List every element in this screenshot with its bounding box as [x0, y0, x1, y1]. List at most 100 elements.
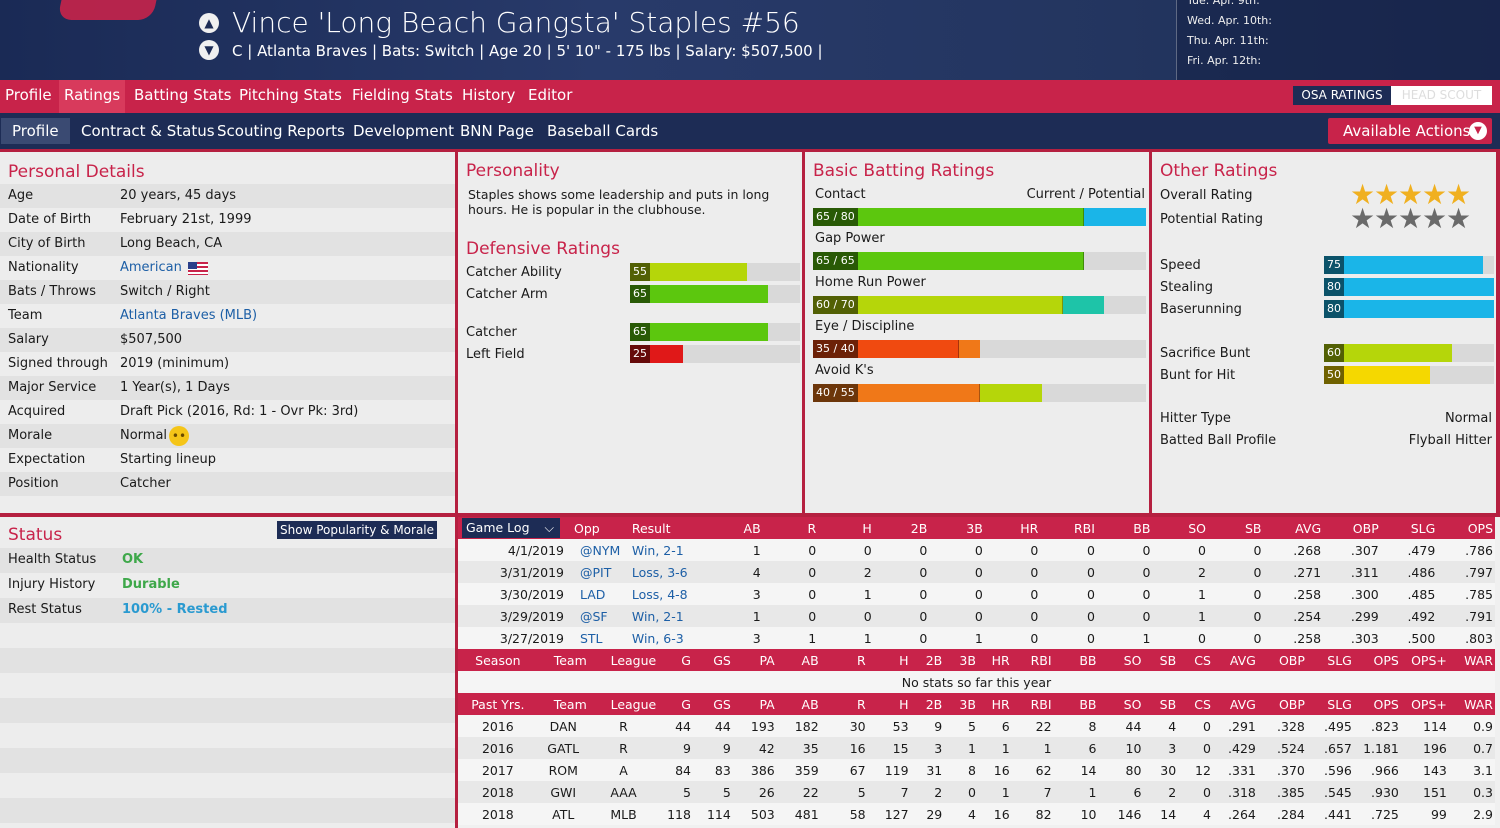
column-header[interactable]: 2B	[873, 517, 930, 539]
subtab-contract-status[interactable]: Contract & Status	[81, 122, 215, 140]
opponent-link[interactable]: @NYM	[565, 539, 624, 561]
column-header[interactable]: Result	[623, 517, 707, 539]
column-header[interactable]: League	[588, 649, 659, 671]
column-header[interactable]: GS	[692, 649, 733, 671]
detail-value[interactable]: Atlanta Braves (MLB)	[120, 308, 258, 323]
table-cell: 1	[1152, 583, 1208, 605]
column-header[interactable]: HR	[977, 693, 1012, 715]
column-header[interactable]: H	[867, 693, 911, 715]
result-link[interactable]: Win, 2-1	[623, 605, 707, 627]
column-header[interactable]: SB	[1207, 517, 1264, 539]
column-header[interactable]: Season	[458, 649, 538, 671]
column-header[interactable]: 3B	[929, 517, 985, 539]
subtab-bnn-page[interactable]: BNN Page	[460, 122, 534, 140]
column-header[interactable]: HR	[984, 517, 1041, 539]
opponent-link[interactable]: STL	[565, 627, 624, 649]
result-link[interactable]: Win, 6-3	[623, 627, 707, 649]
column-header[interactable]: SO	[1098, 693, 1144, 715]
column-header[interactable]: WAR	[1448, 649, 1495, 671]
column-header[interactable]: 3B	[944, 649, 978, 671]
column-header[interactable]: Past Yrs.	[458, 693, 538, 715]
column-header[interactable]: OPS	[1353, 693, 1401, 715]
column-header[interactable]: AB	[706, 517, 763, 539]
schedule-day[interactable]: Wed. Apr. 10th:	[1187, 14, 1272, 27]
schedule-day[interactable]: Thu. Apr. 11th:	[1187, 34, 1269, 47]
column-header[interactable]: GS	[692, 693, 733, 715]
column-header[interactable]: OBP	[1257, 649, 1307, 671]
column-header[interactable]: SLG	[1306, 693, 1354, 715]
column-header[interactable]: OPS	[1437, 517, 1495, 539]
game-log-select[interactable]: Game Log ⌵	[462, 518, 560, 538]
column-header[interactable]: OBP	[1257, 693, 1307, 715]
column-header[interactable]: 2B	[910, 649, 945, 671]
column-header[interactable]: CS	[1178, 649, 1213, 671]
column-header[interactable]: R	[820, 693, 868, 715]
column-header[interactable]: G	[658, 693, 693, 715]
column-header[interactable]: CS	[1178, 693, 1213, 715]
column-header[interactable]: R	[762, 517, 819, 539]
osa-ratings-toggle[interactable]: OSA RATINGS	[1293, 86, 1391, 105]
column-header[interactable]: SLG	[1306, 649, 1354, 671]
column-header[interactable]: BB	[1096, 517, 1153, 539]
column-header[interactable]: Team	[537, 649, 589, 671]
column-header[interactable]: WAR	[1448, 693, 1495, 715]
tab-fielding-stats[interactable]: Fielding Stats	[352, 86, 453, 104]
opponent-link[interactable]: LAD	[565, 583, 624, 605]
column-header[interactable]: BB	[1053, 693, 1099, 715]
column-header[interactable]: H	[818, 517, 874, 539]
column-header[interactable]: SO	[1152, 517, 1208, 539]
tab-history[interactable]: History	[462, 86, 516, 104]
column-header[interactable]: PA	[732, 649, 777, 671]
tab-ratings[interactable]: Ratings	[59, 80, 126, 113]
column-header[interactable]: RBI	[1011, 649, 1054, 671]
column-header[interactable]: SB	[1143, 649, 1179, 671]
next-player-button[interactable]: ▼	[199, 40, 219, 60]
subtab-development[interactable]: Development	[353, 122, 454, 140]
column-header[interactable]: League	[588, 693, 659, 715]
subtab-profile[interactable]: Profile	[1, 118, 70, 144]
tab-editor[interactable]: Editor	[528, 86, 573, 104]
column-header[interactable]: 3B	[944, 693, 978, 715]
tab-batting-stats[interactable]: Batting Stats	[134, 86, 232, 104]
game-log-dropdown[interactable]: Game Log ⌵	[458, 517, 566, 539]
column-header[interactable]: AVG	[1263, 517, 1324, 539]
column-header[interactable]: RBI	[1040, 517, 1097, 539]
column-header[interactable]: AB	[776, 693, 821, 715]
column-header[interactable]: Opp	[565, 517, 624, 539]
show-popularity-morale-button[interactable]: Show Popularity & Morale	[277, 521, 438, 539]
result-link[interactable]: Win, 2-1	[623, 539, 707, 561]
column-header[interactable]: RBI	[1011, 693, 1054, 715]
subtab-scouting-reports[interactable]: Scouting Reports	[217, 122, 345, 140]
column-header[interactable]: AVG	[1212, 693, 1258, 715]
result-link[interactable]: Loss, 3-6	[623, 561, 707, 583]
column-header[interactable]: AB	[776, 649, 821, 671]
column-header[interactable]: OPS+	[1400, 649, 1449, 671]
column-header[interactable]: AVG	[1212, 649, 1258, 671]
column-header[interactable]: SLG	[1380, 517, 1438, 539]
column-header[interactable]: G	[658, 649, 693, 671]
column-header[interactable]: HR	[977, 649, 1012, 671]
column-header[interactable]: BB	[1053, 649, 1099, 671]
column-header[interactable]: SB	[1143, 693, 1179, 715]
detail-value[interactable]: American	[120, 260, 182, 275]
result-link[interactable]: Loss, 4-8	[623, 583, 707, 605]
available-actions-button[interactable]: Available Actions ▼	[1328, 118, 1492, 144]
opponent-link[interactable]: @SF	[565, 605, 624, 627]
previous-player-button[interactable]: ▲	[199, 13, 219, 33]
column-header[interactable]: R	[820, 649, 868, 671]
subtab-baseball-cards[interactable]: Baseball Cards	[547, 122, 659, 140]
head-scout-toggle[interactable]: HEAD SCOUT	[1391, 86, 1492, 105]
opponent-link[interactable]: @PIT	[565, 561, 624, 583]
column-header[interactable]: Team	[537, 693, 589, 715]
schedule-day[interactable]: Tue. Apr. 9th:	[1187, 0, 1260, 7]
column-header[interactable]: SO	[1098, 649, 1144, 671]
column-header[interactable]: OBP	[1323, 517, 1381, 539]
schedule-day[interactable]: Fri. Apr. 12th:	[1187, 54, 1262, 67]
column-header[interactable]: 2B	[910, 693, 945, 715]
tab-profile[interactable]: Profile	[5, 86, 52, 104]
tab-pitching-stats[interactable]: Pitching Stats	[239, 86, 342, 104]
column-header[interactable]: PA	[732, 693, 777, 715]
column-header[interactable]: H	[867, 649, 911, 671]
column-header[interactable]: OPS+	[1400, 693, 1449, 715]
column-header[interactable]: OPS	[1353, 649, 1401, 671]
